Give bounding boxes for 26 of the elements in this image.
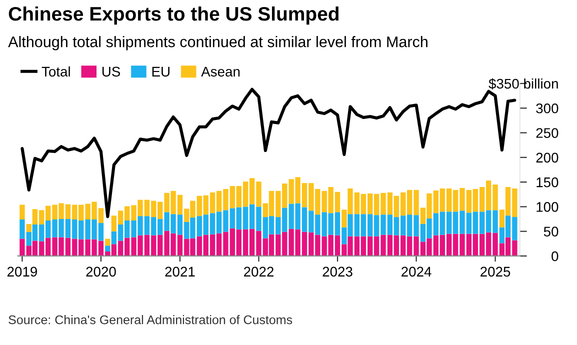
y-tick-label: 100: [536, 202, 558, 212]
x-tick-label: 2021: [165, 266, 195, 277]
legend-label: Total: [42, 66, 70, 77]
legend-label: Asean: [201, 66, 240, 77]
y-tick-label: 0: [552, 251, 558, 262]
x-tick-label: 2020: [86, 266, 116, 277]
x-tick-label: 2024: [402, 266, 432, 277]
y-tick-label: 300: [536, 103, 558, 114]
y-tick-label: 200: [536, 152, 558, 163]
legend-label: US: [102, 66, 120, 77]
y-tick-label: 150: [536, 177, 558, 188]
bar: [20, 204, 25, 220]
x-tick-label: 2023: [322, 266, 352, 277]
chart-title: Chinese Exports to the US Slumped: [8, 6, 338, 25]
legend-label: EU: [152, 66, 170, 77]
y-tick-label: 250: [536, 128, 558, 138]
chart-subtitle: Although total shipments continued at similar level from March: [8, 36, 428, 50]
y-tick-label: $350 billion: [488, 78, 558, 90]
bar: [105, 246, 110, 252]
x-tick-label: 2025: [480, 266, 510, 277]
y-tick-label: 50: [544, 226, 558, 237]
bar: [105, 238, 110, 246]
x-tick-label: 2022: [244, 266, 274, 277]
source-note: Source: China's General Administration of Customs: [8, 315, 292, 324]
line-series: [20, 88, 516, 218]
x-tick-label: 2019: [7, 266, 37, 277]
